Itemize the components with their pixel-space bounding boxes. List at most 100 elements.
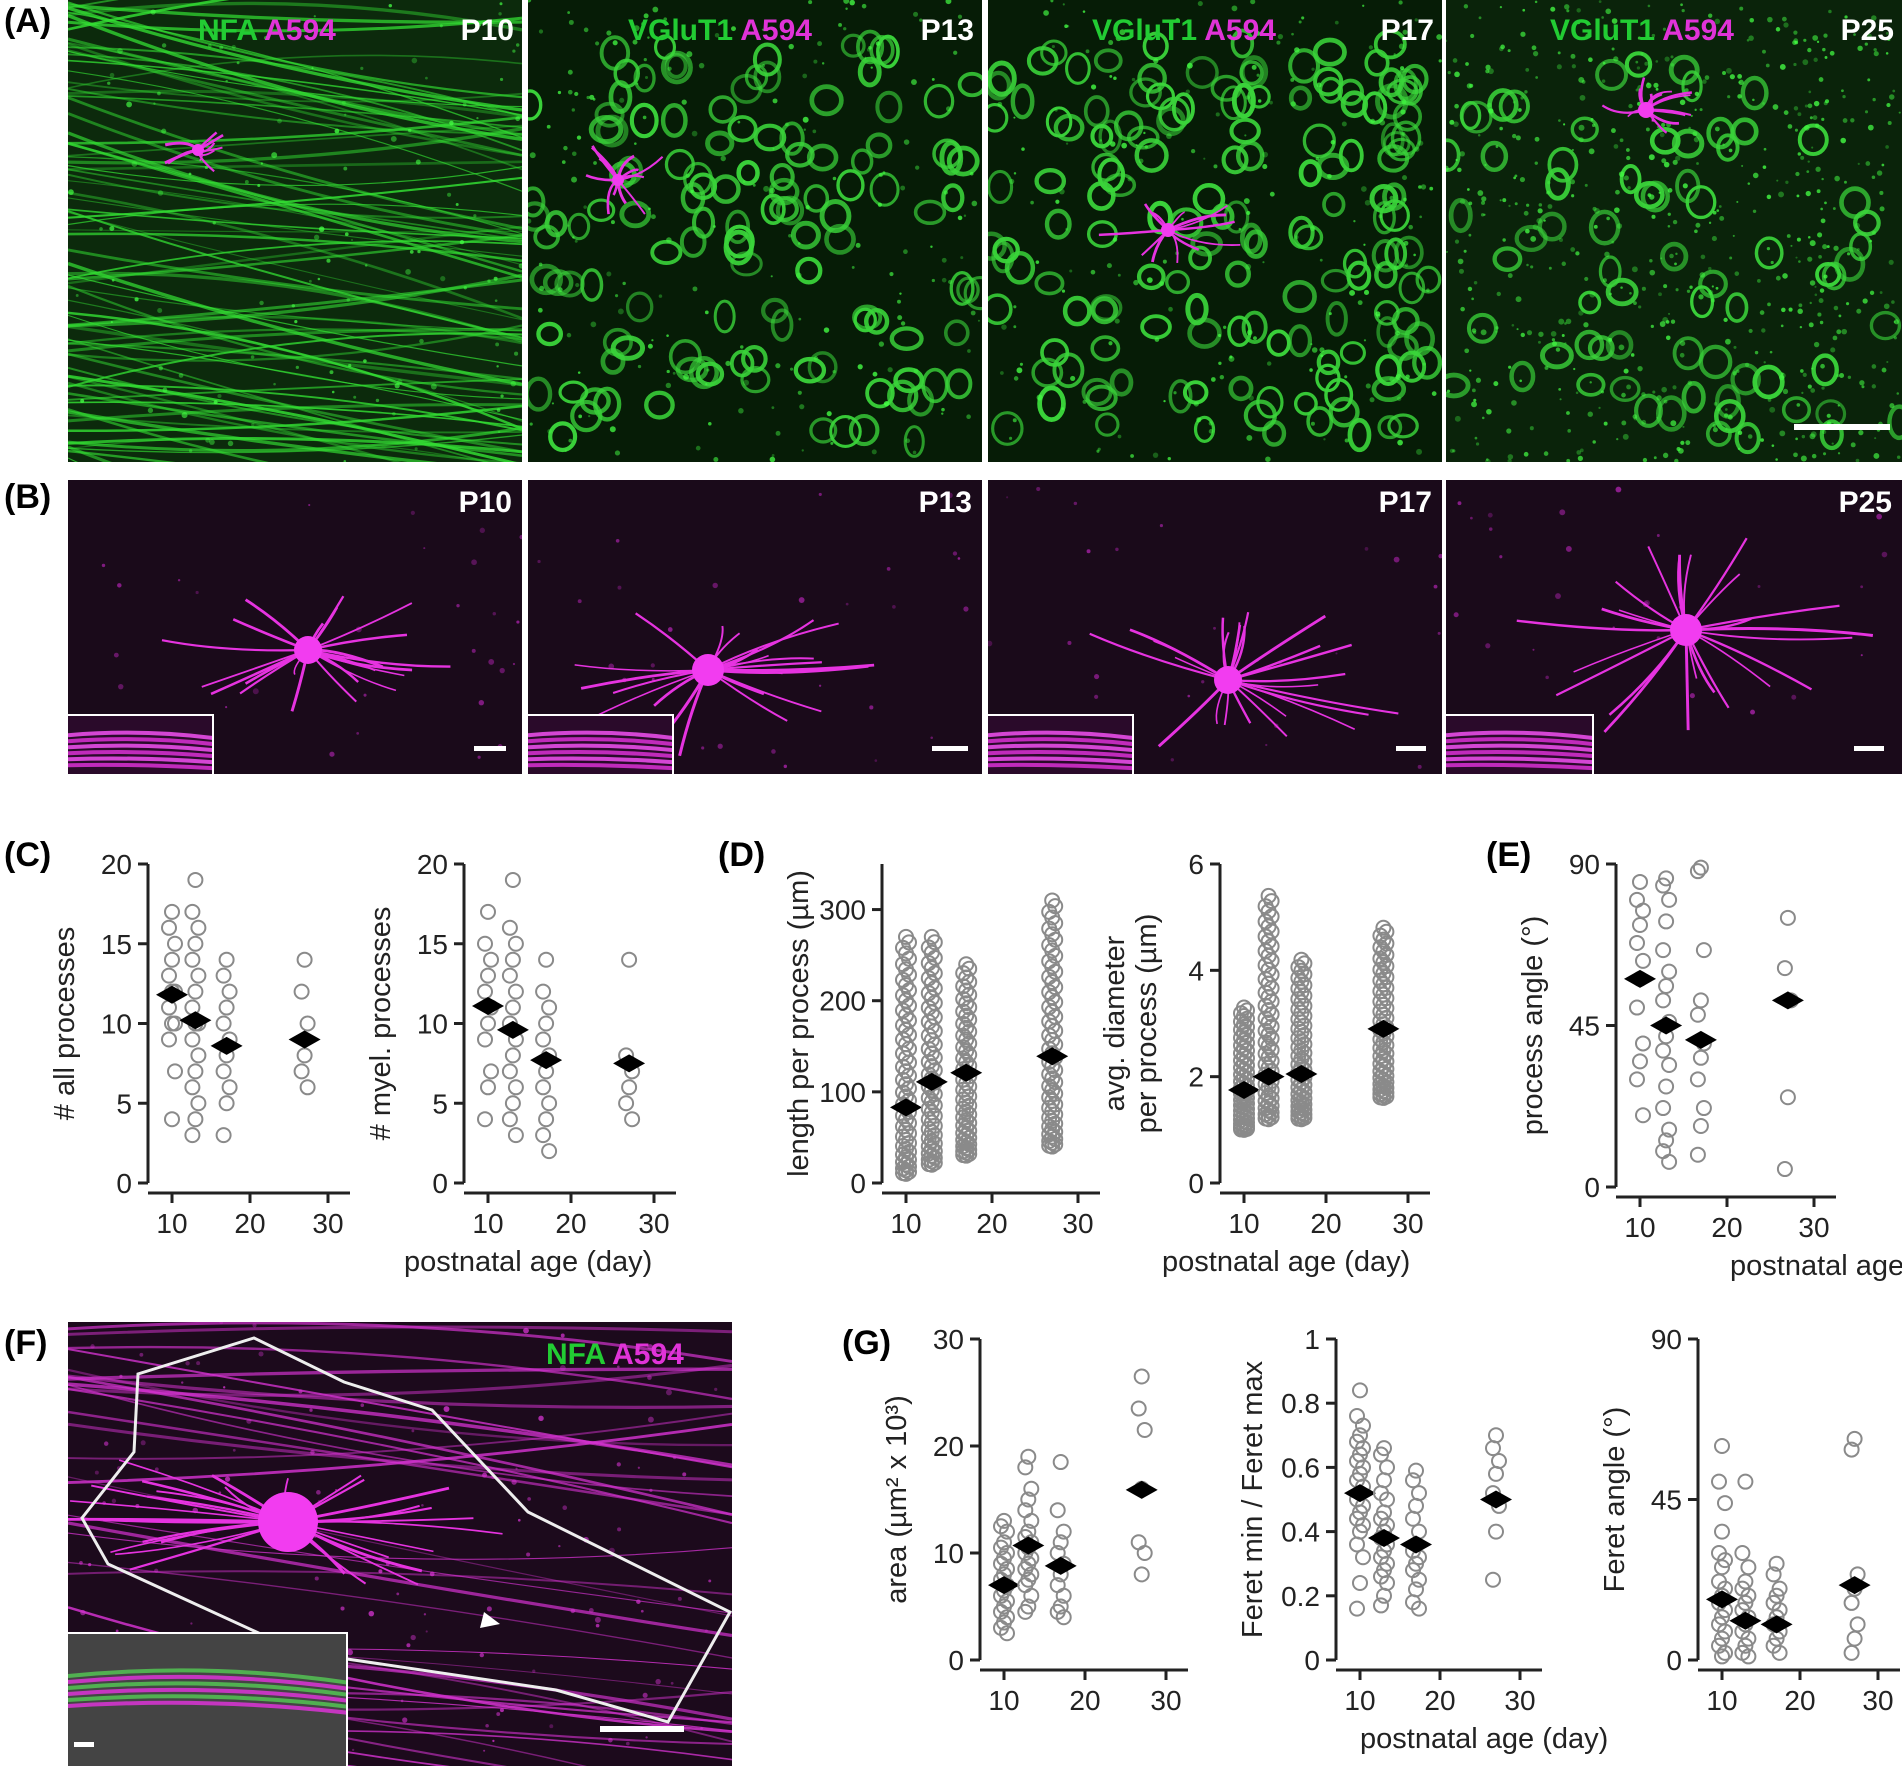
speckle-mark xyxy=(1879,291,1883,294)
speckle-mark xyxy=(847,417,851,421)
label-a-p17: VGluT1 A594 xyxy=(1092,14,1276,47)
speckle-mark xyxy=(1672,159,1678,165)
speckle-mark xyxy=(872,371,878,377)
speckle-mark xyxy=(1871,15,1877,21)
speckle-mark xyxy=(1767,302,1771,307)
data-point xyxy=(1776,960,1793,977)
data-point xyxy=(958,1144,975,1161)
speckle-mark xyxy=(1652,390,1656,394)
speckle-mark xyxy=(539,285,545,291)
cell-mark xyxy=(921,367,949,404)
data-point xyxy=(1257,928,1274,945)
speckle-mark xyxy=(1779,374,1785,381)
y-axis-label: Feret min / Feret max xyxy=(1237,1360,1269,1638)
speckle-mark xyxy=(1001,324,1007,330)
data-point xyxy=(1372,972,1389,989)
inset-fiber-mark xyxy=(68,1668,346,1685)
data-point xyxy=(961,960,978,977)
data-point xyxy=(955,1050,972,1067)
speckle-mark xyxy=(1481,200,1486,205)
speckle-mark xyxy=(1452,449,1456,453)
speckle-mark xyxy=(1649,194,1655,200)
data-point xyxy=(161,1031,177,1048)
speckle-mark xyxy=(705,382,708,386)
speckle-mark xyxy=(1310,225,1316,232)
speckle-mark xyxy=(1601,16,1604,19)
speckle-mark xyxy=(476,117,479,120)
speckle-mark xyxy=(1516,328,1519,331)
fiber-mark xyxy=(68,1325,732,1336)
cell-mark xyxy=(850,148,874,175)
speckle-mark xyxy=(1090,84,1097,90)
speckle-mark xyxy=(578,414,583,419)
speckle-mark xyxy=(1648,154,1655,161)
panel-letter-e: (E) xyxy=(1486,836,1532,874)
data-point xyxy=(1044,892,1061,909)
data-point xyxy=(926,1135,943,1152)
data-point xyxy=(1047,1036,1064,1053)
data-point xyxy=(1263,1063,1280,1080)
speckle-mark xyxy=(1524,90,1528,94)
cell-mark xyxy=(528,89,543,121)
speckle-mark xyxy=(788,234,792,238)
data-point xyxy=(958,956,975,973)
speckle-mark xyxy=(68,189,74,195)
data-point xyxy=(1717,1495,1733,1512)
fiber-mark xyxy=(68,1422,732,1482)
speckle-mark xyxy=(537,307,543,313)
speckle-mark xyxy=(1401,99,1407,105)
neuron-mark xyxy=(68,1459,503,1586)
data-point xyxy=(1408,1462,1424,1479)
data-point xyxy=(961,1129,978,1146)
speckle-mark xyxy=(805,205,810,210)
speckle-mark xyxy=(1782,16,1787,22)
data-point xyxy=(958,1064,975,1081)
speckle-mark xyxy=(1401,175,1408,181)
data-point xyxy=(1290,1020,1307,1037)
speckle-mark xyxy=(617,585,622,590)
data-point xyxy=(1379,1574,1395,1591)
data-point xyxy=(1052,1454,1069,1471)
data-point xyxy=(1260,989,1277,1006)
speckle-mark xyxy=(1614,207,1620,213)
speckle-mark xyxy=(528,218,532,224)
speckle-mark xyxy=(574,91,579,97)
speckle-mark xyxy=(1859,256,1862,259)
y-tick-label: 1 xyxy=(1304,1324,1320,1355)
inset-texture xyxy=(1446,730,1592,771)
speckle-mark xyxy=(400,1699,404,1703)
speckle-mark xyxy=(1860,654,1863,657)
speckle-mark xyxy=(622,281,626,286)
fiber-mark xyxy=(68,11,522,139)
data-point xyxy=(1737,1573,1754,1590)
speckle-mark xyxy=(1262,151,1269,158)
data-point xyxy=(621,951,638,968)
speckle-mark xyxy=(411,57,418,64)
speckle-mark xyxy=(1772,104,1779,110)
cell-mark xyxy=(769,163,795,191)
speckle-mark xyxy=(915,165,920,170)
data-point xyxy=(1260,887,1277,904)
speckle-mark xyxy=(1233,25,1239,31)
age-b-p17: P17 xyxy=(1378,486,1432,519)
data-point xyxy=(923,990,940,1007)
speckle-mark xyxy=(1727,95,1731,99)
cell-mark xyxy=(853,307,877,333)
x-tick-label: 20 xyxy=(234,1208,265,1239)
data-point xyxy=(920,1066,937,1083)
data-point xyxy=(961,1023,978,1040)
data-point xyxy=(955,1071,972,1088)
speckle-mark xyxy=(1856,248,1860,251)
speckle-mark xyxy=(1711,236,1717,242)
speckle-mark xyxy=(94,1470,99,1475)
speckle-mark xyxy=(775,363,781,369)
speckle-mark xyxy=(1566,458,1571,462)
speckle-mark xyxy=(1618,344,1625,351)
data-point xyxy=(996,1550,1012,1567)
speckle-mark xyxy=(264,36,268,40)
cell-mark xyxy=(594,101,625,128)
speckle-mark xyxy=(162,387,168,393)
speckle-mark xyxy=(1727,414,1733,420)
speckle-mark xyxy=(1662,452,1669,459)
data-point xyxy=(1296,1083,1313,1100)
